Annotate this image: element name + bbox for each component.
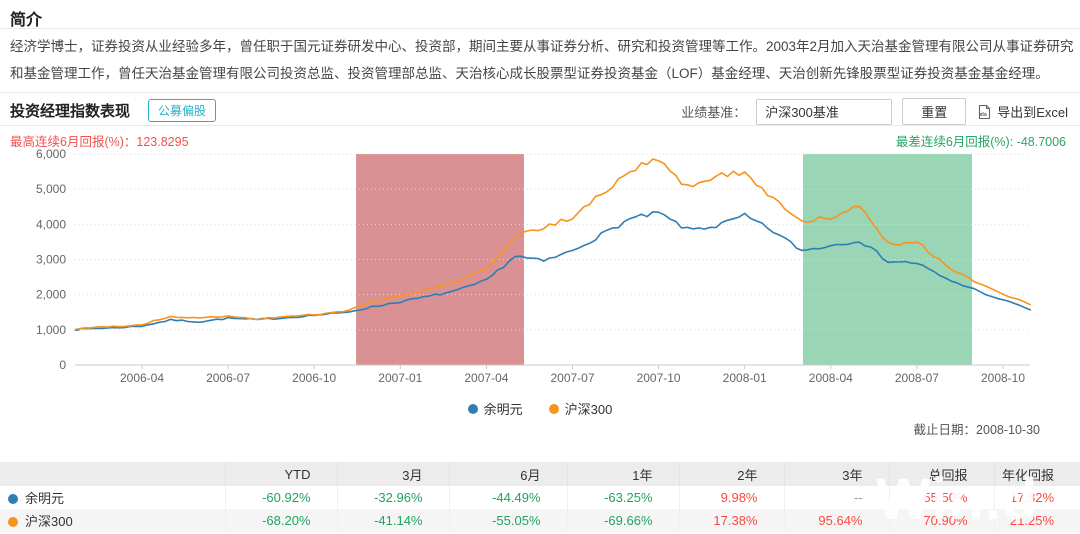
- x-tick-label: 2007-07: [550, 371, 594, 385]
- x-tick-label: 2006-04: [120, 371, 164, 385]
- series-line-余明元: [74, 211, 1032, 331]
- legend-item-沪深300[interactable]: 沪深300: [548, 399, 613, 418]
- table-cell: -44.49%: [449, 486, 568, 509]
- legend-label: 余明元: [483, 402, 523, 417]
- section-title: 投资经理指数表现: [10, 103, 131, 120]
- fund-type-badge: 公募偏股: [148, 99, 217, 122]
- table-column-header: YTD: [225, 462, 338, 486]
- y-tick-label: 6,000: [36, 147, 66, 161]
- table-cell: -60.92%: [225, 486, 338, 509]
- y-tick-label: 5,000: [36, 182, 66, 196]
- table-cell: 55.50%: [889, 486, 995, 509]
- y-tick-label: 1,000: [36, 323, 66, 337]
- table-column-header: 6月: [449, 462, 568, 486]
- svg-text:xls: xls: [979, 112, 987, 118]
- row-label: 余明元: [0, 486, 226, 509]
- table-column-header: 2年: [679, 462, 785, 486]
- table-cell: 9.98%: [679, 486, 785, 509]
- x-tick-label: 2008-04: [809, 371, 853, 385]
- chart-controls: 业绩基准： 重置 xls 导出到Excel: [681, 98, 1068, 125]
- table-column-header: 1年: [567, 462, 680, 486]
- returns-table: YTD 3月 6月 1年 2年 3年 总回报 年化回报 余明元 -60.92% -32.96% -4…: [0, 462, 1080, 532]
- x-tick-label: 2007-04: [464, 371, 508, 385]
- benchmark-label: 业绩基准：: [681, 105, 747, 120]
- x-tick-label: 2007-01: [378, 371, 422, 385]
- legend-item-余明元[interactable]: 余明元: [467, 399, 523, 418]
- x-tick-label: 2006-10: [292, 371, 336, 385]
- best-6m-return-stat: 最高连续6月回报(%)：123.8295: [10, 135, 189, 149]
- x-tick-label: 2008-10: [981, 371, 1025, 385]
- performance-line-chart[interactable]: 0 1,000 2,000 3,000 4,000 5,000 6,000 2006-04 20…: [0, 146, 1080, 391]
- table-cell: -63.25%: [567, 486, 680, 509]
- legend-dot: [467, 403, 478, 414]
- table-cell: 21.25%: [1009, 513, 1054, 528]
- series-dot: [8, 517, 18, 527]
- table-cell: -41.14%: [337, 509, 450, 532]
- series-dot: [8, 494, 18, 504]
- export-label: 导出到Excel: [997, 105, 1068, 120]
- table-cell: -32.96%: [337, 486, 450, 509]
- divider: [0, 92, 1080, 93]
- table-cell: -68.20%: [225, 509, 338, 532]
- table-cell: -69.66%: [567, 509, 680, 532]
- table-column-header: 年化回报: [994, 462, 1080, 486]
- x-tick-label: 2008-07: [895, 371, 939, 385]
- x-tick-label: 2006-07: [206, 371, 250, 385]
- table-cell: 95.64%: [784, 509, 890, 532]
- x-tick-label: 2008-01: [723, 371, 767, 385]
- y-tick-label: 4,000: [36, 217, 66, 231]
- table-row: 余明元 -60.92% -32.96% -44.49% -63.25% 9.98% -- 55…: [0, 486, 1080, 509]
- row-label: 沪深300: [0, 509, 226, 532]
- worst-6m-return-stat: 最差连续6月回报(%): -48.7006: [895, 135, 1066, 149]
- table-column-header: 3月: [337, 462, 450, 486]
- legend-dot: [548, 403, 559, 414]
- table-column-header: 3年: [784, 462, 890, 486]
- y-tick-label: 2,000: [36, 288, 66, 302]
- table-column-header: [0, 462, 226, 486]
- y-tick-label: 0: [59, 358, 66, 372]
- series-line-沪深300: [74, 158, 1032, 331]
- table-header: YTD 3月 6月 1年 2年 3年 总回报 年化回报: [0, 462, 1080, 486]
- divider: [0, 125, 1080, 126]
- table-cell: -55.05%: [449, 509, 568, 532]
- table-column-header: 总回报: [889, 462, 995, 486]
- benchmark-input[interactable]: [756, 98, 893, 125]
- table-cell: --: [784, 486, 890, 509]
- chart-legend: 余明元 沪深300: [0, 399, 1080, 418]
- highlight-band: [356, 154, 524, 365]
- table-cell: 17.82%: [1009, 490, 1054, 505]
- table-row: 沪深300 -68.20% -41.14% -55.05% -69.66% 17.38% 9…: [0, 509, 1080, 532]
- divider: [0, 28, 1080, 29]
- y-tick-label: 3,000: [36, 253, 66, 267]
- as-of-date: 截止日期：2008-10-30: [913, 423, 1040, 437]
- export-to-excel-button[interactable]: xls 导出到Excel: [976, 102, 1068, 121]
- x-tick-label: 2007-10: [637, 371, 681, 385]
- xls-file-icon: xls: [979, 104, 991, 119]
- legend-label: 沪深300: [564, 402, 613, 417]
- table-cell: 17.38%: [679, 509, 785, 532]
- intro-title: 简介: [10, 12, 43, 29]
- reset-button[interactable]: 重置: [902, 98, 967, 125]
- table-cell: 70.90%: [889, 509, 995, 532]
- intro-paragraph: 经济学博士，证券投资从业经验多年，曾任职于国元证券研发中心、投资部，期间主要从事…: [10, 39, 1074, 81]
